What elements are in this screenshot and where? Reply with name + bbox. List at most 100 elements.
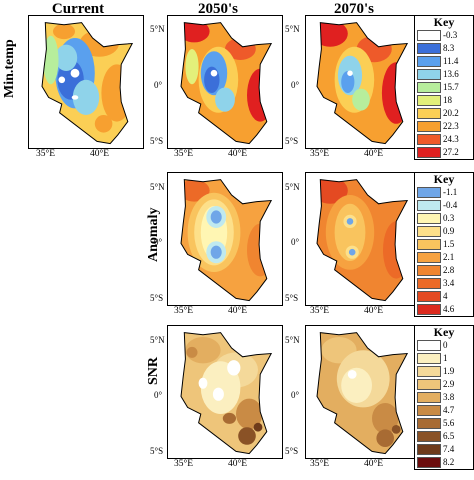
legend-anomaly: Key -1.1 -0.4 0.3 0.9 1.5 2.1 2.8 3.4 4 … (414, 172, 474, 317)
legend-item: 3.4 (415, 277, 473, 290)
anomaly-2070s-field (317, 179, 408, 301)
kenya-outline (316, 332, 409, 455)
lat-tick-5n-2070s-anomaly: 5°N (285, 182, 300, 192)
legend-item: 27.2 (415, 146, 473, 159)
legend-item: 20.2 (415, 107, 473, 120)
map-panel-2070s-anomaly (305, 172, 417, 306)
legend-value: -1.1 (443, 187, 458, 197)
map-panel-current-mintemp (28, 15, 144, 149)
legend-value: 7.4 (443, 444, 455, 454)
mintemp-current-field (42, 22, 133, 144)
lat-tick-5n-2050s-snr: 5°N (150, 335, 165, 345)
legend-mintemp: Key -0.3 8.3 11.4 13.6 15.7 18 20.2 22.3… (414, 15, 474, 160)
legend-item: 2.1 (415, 251, 473, 264)
lat-tick-5s-2050s-anomaly: 5°S (150, 293, 164, 303)
legend-item: 2.8 (415, 264, 473, 277)
legend-swatch (417, 134, 441, 145)
legend-value: 22.3 (443, 121, 459, 131)
lat-tick-0-2050s: 0° (154, 80, 163, 90)
legend-title: Key (433, 172, 455, 186)
legend-value: -0.3 (443, 30, 458, 40)
legend-value: 24.3 (443, 134, 459, 144)
lon-tick-40e-2070s-snr: 40°E (364, 459, 384, 469)
legend-item: 13.6 (415, 68, 473, 81)
legend-value: 11.4 (443, 56, 459, 66)
legend-title: Key (433, 15, 455, 29)
legend-item: 11.4 (415, 55, 473, 68)
legend-value: 8.3 (443, 43, 455, 53)
lat-tick-5s-2050s: 5°S (150, 136, 164, 146)
lat-tick-0-2070s: 0° (291, 80, 300, 90)
lon-tick-35e-2050s: 35°E (174, 149, 194, 159)
kenya-outline (316, 22, 409, 145)
legend-item: 24.3 (415, 133, 473, 146)
legend-item: 4 (415, 290, 473, 303)
legend-swatch (417, 213, 441, 224)
legend-swatch (417, 69, 441, 80)
legend-title: Key (433, 325, 455, 339)
legend-swatch (417, 379, 441, 390)
legend-swatch (417, 444, 441, 455)
map-panel-2050s-mintemp (167, 15, 283, 149)
legend-swatch (417, 121, 441, 132)
legend-value: 4.6 (443, 304, 455, 314)
lat-tick-5n-2070s: 5°N (285, 24, 300, 34)
kenya-outline (316, 179, 409, 302)
legend-item: 1 (415, 352, 473, 365)
legend-swatch (417, 30, 441, 41)
lat-tick-0-2070s-snr: 0° (291, 390, 300, 400)
legend-value: -0.4 (443, 200, 458, 210)
lon-tick-35e-2070s-snr: 35°E (310, 459, 330, 469)
legend-item: 7.4 (415, 443, 473, 456)
kenya-outline (180, 332, 273, 455)
column-title-current: Current (51, 1, 105, 17)
legend-item: 8.2 (415, 456, 473, 469)
map-panel-2070s-mintemp (305, 15, 417, 149)
legend-swatch (417, 431, 441, 442)
legend-item: 1.9 (415, 365, 473, 378)
legend-swatch (417, 353, 441, 364)
legend-item: 4.7 (415, 404, 473, 417)
legend-swatch (417, 95, 441, 106)
legend-swatch (417, 278, 441, 289)
legend-swatch (417, 108, 441, 119)
kenya-outline (180, 179, 273, 302)
legend-value: 8.2 (443, 457, 455, 467)
legend-value: 18 (443, 95, 452, 105)
legend-swatch (417, 291, 441, 302)
map-panel-2070s-snr (305, 325, 417, 459)
legend-item: 0.9 (415, 225, 473, 238)
snr-2050s-field (181, 332, 272, 454)
legend-item: 1.5 (415, 238, 473, 251)
legend-swatch (417, 392, 441, 403)
lat-tick-0-2050s-snr: 0° (154, 390, 163, 400)
legend-item: -1.1 (415, 186, 473, 199)
legend-value: 3.8 (443, 392, 455, 402)
lon-tick-40e-2070s: 40°E (364, 149, 384, 159)
legend-value: 4 (443, 291, 448, 301)
legend-value: 2.9 (443, 379, 455, 389)
legend-swatch (417, 265, 441, 276)
lon-tick-40e-2070s-anomaly: 40°E (364, 306, 384, 316)
legend-value: 15.7 (443, 82, 459, 92)
legend-value: 27.2 (443, 147, 459, 157)
map-panel-2050s-anomaly (167, 172, 283, 306)
legend-swatch (417, 56, 441, 67)
legend-value: 1.9 (443, 366, 455, 376)
lon-tick-35e-2050s-anomaly: 35°E (174, 306, 194, 316)
row-label-snr: SNR (146, 356, 161, 385)
legend-item: -0.4 (415, 199, 473, 212)
kenya-outline (41, 22, 134, 145)
legend-swatch (417, 239, 441, 250)
lat-tick-5n-2050s-anomaly: 5°N (150, 182, 165, 192)
legend-swatch (417, 340, 441, 351)
legend-item: 3.8 (415, 391, 473, 404)
legend-value: 20.2 (443, 108, 459, 118)
legend-swatch (417, 187, 441, 198)
legend-value: 6.5 (443, 431, 455, 441)
legend-swatch (417, 82, 441, 93)
row-label-mintemp: Min.temp (2, 39, 17, 98)
snr-2070s-field (317, 332, 408, 454)
lat-tick-5s-2070s-snr: 5°S (285, 446, 299, 456)
legend-swatch (417, 252, 441, 263)
